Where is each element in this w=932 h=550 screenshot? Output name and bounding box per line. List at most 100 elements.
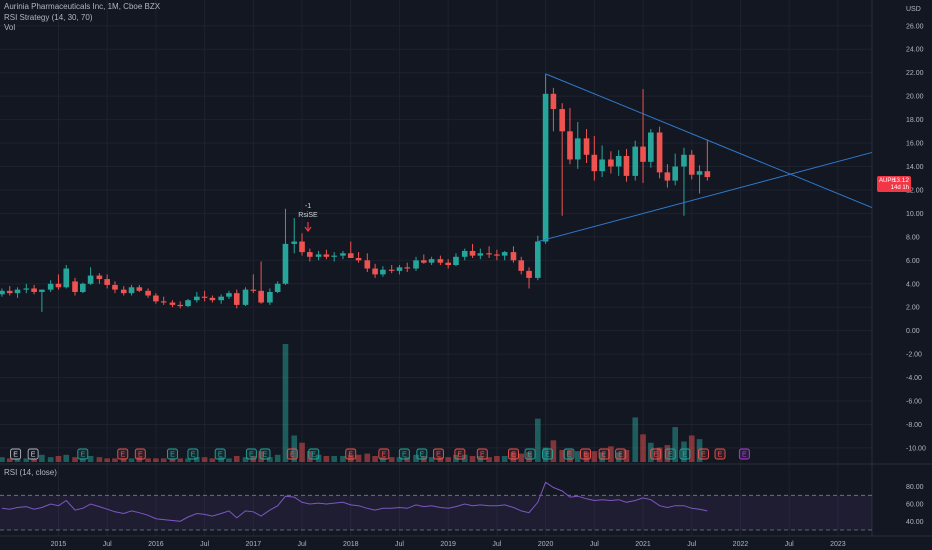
volume-bar <box>55 455 62 462</box>
candle-body <box>267 291 273 303</box>
candle-body <box>104 279 110 285</box>
chart-legend: Aurinia Pharmaceuticals Inc, 1M, Cboe BZ… <box>4 2 160 34</box>
candle-body <box>453 256 459 266</box>
signal-label: RsiSE <box>298 212 318 219</box>
candle-body <box>23 288 30 290</box>
volume-bar <box>39 454 45 462</box>
candle-body <box>688 154 695 175</box>
earnings-marker <box>679 448 691 460</box>
earnings-marker-label: E <box>311 452 316 459</box>
earnings-marker-label: E <box>436 452 441 459</box>
earnings-marker <box>615 448 627 460</box>
volume-bar <box>177 458 184 462</box>
volume-bar <box>591 451 598 462</box>
earnings-marker-label: E <box>511 452 516 459</box>
candle-body <box>160 301 167 303</box>
volume-bar <box>623 449 630 462</box>
time-tick-label: 2015 <box>51 541 67 548</box>
volume-bar <box>282 344 289 462</box>
time-tick-label: 2022 <box>733 541 749 548</box>
candle-body <box>648 132 654 162</box>
volume-bar <box>501 455 508 462</box>
volume-bar <box>87 455 94 462</box>
candle-body <box>696 171 703 175</box>
volume-bar <box>372 455 378 462</box>
earnings-marker-label: E <box>602 452 607 459</box>
earnings-marker <box>454 448 466 460</box>
time-tick-label: 2018 <box>343 541 359 548</box>
time-tick-label: Jul <box>492 541 501 548</box>
earnings-marker <box>10 448 22 460</box>
candlesticks <box>0 73 711 312</box>
strategy-label[interactable]: RSI Strategy (14, 30, 70) <box>4 12 93 22</box>
price-axis[interactable]: -10.00 -8.00 -6.00 -4.00 -2.00 0.00 2.00 4.00 6.… <box>906 23 926 526</box>
price-tick-label: 16.00 <box>906 141 924 148</box>
earnings-marker-label: E <box>480 452 485 459</box>
candle-body <box>331 255 337 257</box>
earnings-marker-label: E <box>191 452 196 459</box>
price-tick-label: 12.00 <box>906 187 924 194</box>
earnings-marker <box>187 448 199 460</box>
volume-bar <box>267 457 273 462</box>
rsi-tick-label: 60.00 <box>906 502 924 509</box>
volume-bar <box>47 457 54 462</box>
time-tick-label: Jul <box>687 541 696 548</box>
time-tick-label: 2023 <box>830 541 846 548</box>
candle-body <box>640 146 646 162</box>
candle-body <box>486 253 492 255</box>
volume-bar <box>494 455 500 462</box>
candle-body <box>6 290 13 294</box>
earnings-marker <box>563 448 575 460</box>
candle-body <box>55 283 62 288</box>
grid-lines <box>0 0 932 537</box>
earnings-marker-label: E <box>249 452 254 459</box>
candle-body <box>307 252 313 257</box>
volume-label[interactable]: Vol <box>4 23 16 32</box>
symbol-title[interactable]: Aurinia Pharmaceuticals Inc, 1M, Cboe BZ… <box>4 2 161 11</box>
earnings-marker <box>77 448 89 460</box>
volume-bar <box>23 458 30 462</box>
candle-body <box>380 269 386 275</box>
earnings-marker <box>416 448 428 460</box>
candle-body <box>347 253 354 258</box>
volume-bar <box>559 449 565 462</box>
volume-bar <box>145 458 151 462</box>
candle-body <box>681 154 687 167</box>
candle-body <box>72 281 78 292</box>
earnings-marker <box>476 448 488 460</box>
volume-bar <box>63 454 70 462</box>
price-tick-label: 22.00 <box>906 70 924 77</box>
trendlines[interactable] <box>537 73 873 243</box>
arrow-down-icon <box>304 222 312 232</box>
volume-bar <box>6 458 13 462</box>
volume-bar <box>550 440 557 462</box>
earnings-marker-label: E <box>402 452 407 459</box>
candle-body <box>242 289 249 305</box>
volume-bar <box>226 458 232 462</box>
candle-body <box>404 267 411 269</box>
volume-bar <box>672 427 678 462</box>
candle-body <box>120 289 127 294</box>
time-axis[interactable]: 2015 Jul 2016 Jul 2017 Jul 2018 Jul 2019 Jul 2020 J… <box>51 541 846 548</box>
earnings-marker-label: E <box>742 452 747 459</box>
candle-body <box>96 275 103 280</box>
rsi-line <box>1 481 708 522</box>
rsi-label[interactable]: RSI (14, close) <box>4 468 57 477</box>
volume-bar <box>331 455 337 462</box>
earnings-marker-label: E <box>382 452 387 459</box>
earnings-marker <box>598 448 610 460</box>
volume-bars <box>0 344 703 462</box>
volume-bar <box>567 449 573 462</box>
candle-body <box>656 132 663 173</box>
volume-bar <box>364 453 371 462</box>
price-tick-label: 20.00 <box>906 94 924 101</box>
volume-bar <box>104 458 110 462</box>
volume-bar <box>72 457 78 462</box>
trendline <box>537 151 873 243</box>
candle-body <box>372 268 378 275</box>
earnings-marker <box>259 448 271 460</box>
price-tick-label: 18.00 <box>906 117 924 124</box>
volume-bar <box>574 451 581 462</box>
